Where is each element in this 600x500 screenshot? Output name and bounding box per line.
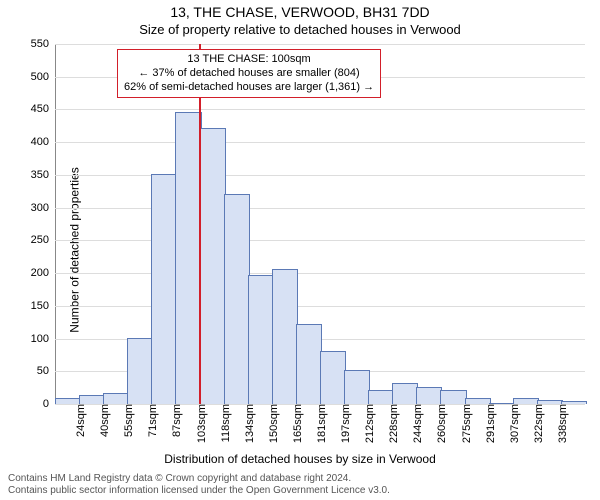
x-tick-label: 244sqm: [408, 404, 424, 443]
x-tick-label: 275sqm: [457, 404, 473, 443]
gridline: [55, 142, 585, 143]
x-tick-label: 212sqm: [360, 404, 376, 443]
y-tick-label: 450: [31, 103, 55, 115]
y-axis-line: [55, 44, 56, 404]
x-tick-label: 260sqm: [432, 404, 448, 443]
x-tick-label: 55sqm: [119, 404, 135, 437]
histogram-bar: [416, 387, 442, 404]
y-tick-label: 100: [31, 333, 55, 345]
histogram-bar: [224, 194, 250, 404]
x-tick-label: 322sqm: [529, 404, 545, 443]
histogram-bar: [151, 174, 177, 404]
histogram-bar: [272, 269, 298, 404]
x-tick-label: 165sqm: [288, 404, 304, 443]
page-title: 13, THE CHASE, VERWOOD, BH31 7DD: [0, 4, 600, 20]
chart-page: 13, THE CHASE, VERWOOD, BH31 7DD Size of…: [0, 0, 600, 500]
x-tick-label: 40sqm: [95, 404, 111, 437]
gridline: [55, 306, 585, 307]
page-subtitle: Size of property relative to detached ho…: [0, 22, 600, 37]
y-tick-label: 350: [31, 169, 55, 181]
x-tick-label: 134sqm: [240, 404, 256, 443]
y-tick-label: 400: [31, 136, 55, 148]
histogram-bar: [103, 393, 129, 404]
footer-copyright-2: Contains public sector information licen…: [8, 485, 390, 496]
gridline: [55, 109, 585, 110]
histogram-bar: [440, 390, 466, 404]
annotation-box: 13 THE CHASE: 100sqm← 37% of detached ho…: [117, 49, 381, 98]
y-tick-label: 500: [31, 71, 55, 83]
x-tick-label: 197sqm: [336, 404, 352, 443]
y-tick-label: 0: [43, 398, 55, 410]
histogram-bar: [320, 351, 346, 404]
y-tick-label: 300: [31, 202, 55, 214]
histogram-bar: [344, 370, 370, 404]
gridline: [55, 273, 585, 274]
annotation-line: 13 THE CHASE: 100sqm: [124, 53, 374, 67]
histogram-bar: [200, 128, 226, 404]
x-tick-label: 291sqm: [481, 404, 497, 443]
x-tick-label: 71sqm: [143, 404, 159, 437]
x-tick-label: 228sqm: [384, 404, 400, 443]
histogram-bar: [79, 395, 105, 404]
histogram-bar: [127, 338, 153, 404]
gridline: [55, 240, 585, 241]
gridline: [55, 208, 585, 209]
y-tick-label: 150: [31, 300, 55, 312]
x-tick-label: 24sqm: [71, 404, 87, 437]
x-tick-label: 103sqm: [192, 404, 208, 443]
x-axis-label: Distribution of detached houses by size …: [0, 452, 600, 466]
y-tick-label: 250: [31, 234, 55, 246]
x-tick-label: 338sqm: [553, 404, 569, 443]
annotation-line: 62% of semi-detached houses are larger (…: [124, 81, 374, 95]
x-tick-label: 307sqm: [505, 404, 521, 443]
footer-copyright-1: Contains HM Land Registry data © Crown c…: [8, 473, 351, 484]
histogram-bar: [296, 324, 322, 404]
x-tick-label: 150sqm: [264, 404, 280, 443]
annotation-line: ← 37% of detached houses are smaller (80…: [124, 67, 374, 81]
gridline: [55, 175, 585, 176]
y-tick-label: 550: [31, 38, 55, 50]
histogram-bar: [392, 383, 418, 404]
histogram-bar: [248, 275, 274, 404]
plot-area: 05010015020025030035040045050055024sqm40…: [55, 44, 585, 404]
histogram-bar: [368, 390, 394, 404]
gridline: [55, 44, 585, 45]
x-tick-label: 181sqm: [312, 404, 328, 443]
x-tick-label: 87sqm: [167, 404, 183, 437]
y-tick-label: 200: [31, 267, 55, 279]
x-tick-label: 118sqm: [216, 404, 232, 442]
y-tick-label: 50: [37, 365, 55, 377]
